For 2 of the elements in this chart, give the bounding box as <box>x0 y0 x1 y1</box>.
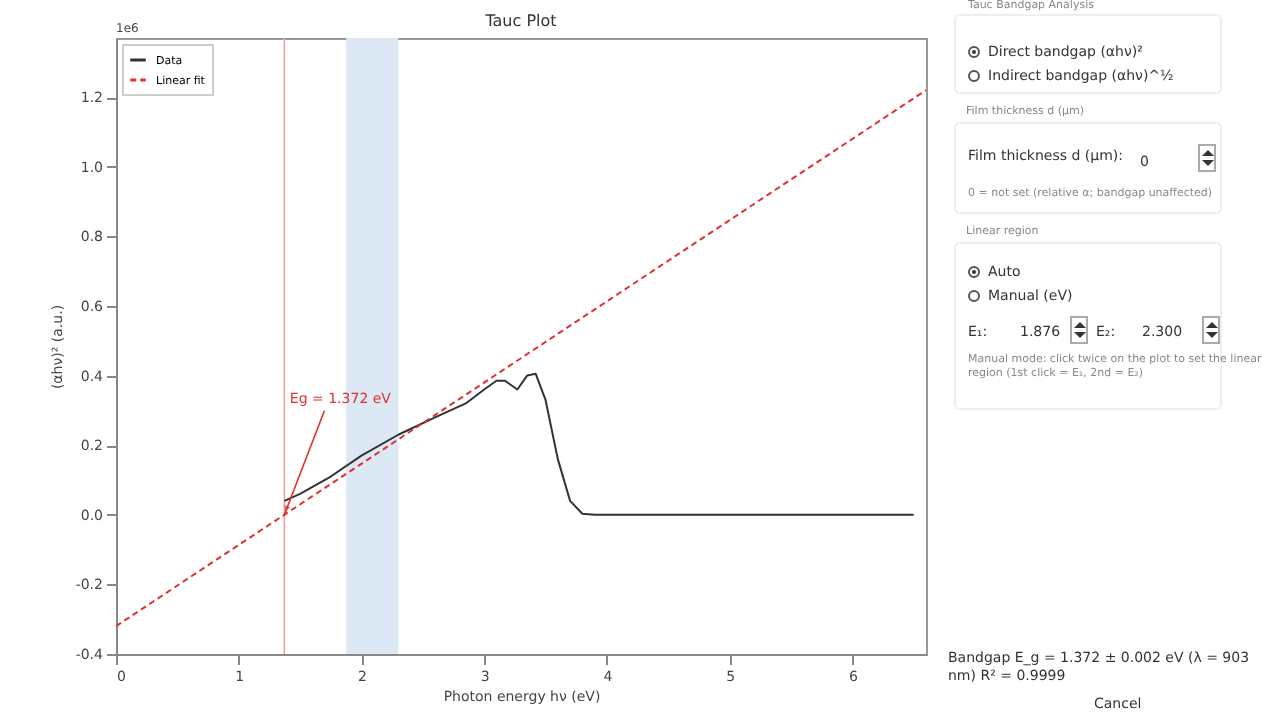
line-series <box>283 372 915 516</box>
chart-title: Tauc Plot <box>483 12 557 30</box>
